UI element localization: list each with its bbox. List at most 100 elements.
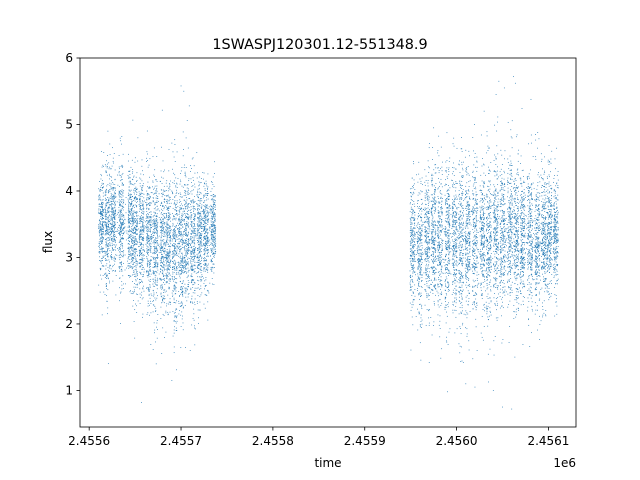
data-point <box>180 314 182 316</box>
data-point <box>176 213 178 214</box>
data-point <box>193 209 195 211</box>
data-point <box>178 271 180 273</box>
data-point <box>200 211 202 213</box>
data-point <box>161 284 163 286</box>
data-point <box>122 203 124 205</box>
data-point <box>99 204 101 205</box>
data-point <box>418 281 420 283</box>
data-point <box>160 226 162 228</box>
data-point <box>199 235 201 237</box>
data-point <box>410 255 411 257</box>
data-point <box>185 242 186 244</box>
data-point <box>178 231 180 232</box>
data-point <box>119 191 120 193</box>
data-point <box>425 253 427 255</box>
data-point <box>176 273 178 275</box>
data-point <box>165 245 167 247</box>
data-point <box>421 295 422 296</box>
data-point <box>180 305 182 306</box>
data-point <box>434 206 436 208</box>
data-point <box>105 212 107 213</box>
data-point <box>167 232 169 234</box>
data-point <box>188 178 190 180</box>
data-point <box>181 167 183 168</box>
data-point <box>100 248 102 250</box>
data-point <box>179 205 181 207</box>
data-point <box>194 271 196 272</box>
data-point <box>140 207 142 209</box>
data-point <box>201 292 203 294</box>
data-point <box>211 198 213 200</box>
data-point <box>206 270 208 271</box>
data-point <box>134 244 135 245</box>
data-point <box>410 263 412 265</box>
data-point <box>130 234 132 236</box>
data-point <box>182 281 184 283</box>
data-point <box>428 167 430 169</box>
data-point <box>205 277 207 278</box>
data-point <box>421 280 422 282</box>
data-point <box>106 231 108 233</box>
data-point <box>187 296 189 298</box>
data-point <box>210 232 212 233</box>
data-point <box>135 236 136 237</box>
data-point <box>137 229 138 231</box>
data-point <box>107 209 109 211</box>
data-point <box>196 301 198 303</box>
data-point <box>200 237 202 239</box>
data-point <box>103 227 104 228</box>
data-point <box>142 259 144 261</box>
data-point <box>105 241 107 243</box>
data-point <box>427 218 429 220</box>
data-point <box>175 290 177 292</box>
data-point <box>204 183 205 184</box>
data-point <box>139 242 141 244</box>
data-point <box>164 201 165 203</box>
data-point <box>205 285 207 286</box>
data-point <box>147 303 149 304</box>
data-point <box>142 249 144 250</box>
data-point <box>180 270 182 272</box>
data-point <box>168 205 170 207</box>
data-point <box>174 287 176 289</box>
data-point <box>134 187 135 189</box>
data-point <box>188 180 190 182</box>
data-point <box>167 223 169 225</box>
data-point <box>146 151 148 153</box>
data-point <box>131 206 133 208</box>
data-point <box>136 275 138 277</box>
data-point <box>132 204 134 206</box>
data-point <box>169 212 171 214</box>
data-point <box>207 238 209 240</box>
data-point <box>99 226 101 228</box>
data-point <box>169 286 170 288</box>
data-point <box>213 214 215 216</box>
data-point <box>135 275 137 277</box>
data-point <box>194 236 196 238</box>
data-point <box>110 228 112 229</box>
data-point <box>418 260 420 262</box>
data-point <box>194 250 196 252</box>
data-point <box>181 304 183 306</box>
data-point <box>213 230 215 232</box>
data-point <box>109 280 110 282</box>
data-point <box>428 218 430 220</box>
data-point <box>421 255 423 257</box>
data-point <box>169 214 171 215</box>
data-point <box>414 206 416 207</box>
data-point <box>428 222 430 224</box>
data-points <box>98 76 559 410</box>
data-point <box>428 268 430 269</box>
data-point <box>203 239 204 241</box>
data-point <box>120 222 122 224</box>
data-point <box>182 261 184 263</box>
data-point <box>204 183 206 185</box>
data-point <box>173 312 175 314</box>
data-point <box>139 265 141 267</box>
data-point <box>98 231 100 233</box>
data-point <box>178 265 180 266</box>
data-point <box>411 187 413 189</box>
data-point <box>131 203 132 204</box>
data-point <box>176 246 178 247</box>
data-point <box>137 255 138 257</box>
